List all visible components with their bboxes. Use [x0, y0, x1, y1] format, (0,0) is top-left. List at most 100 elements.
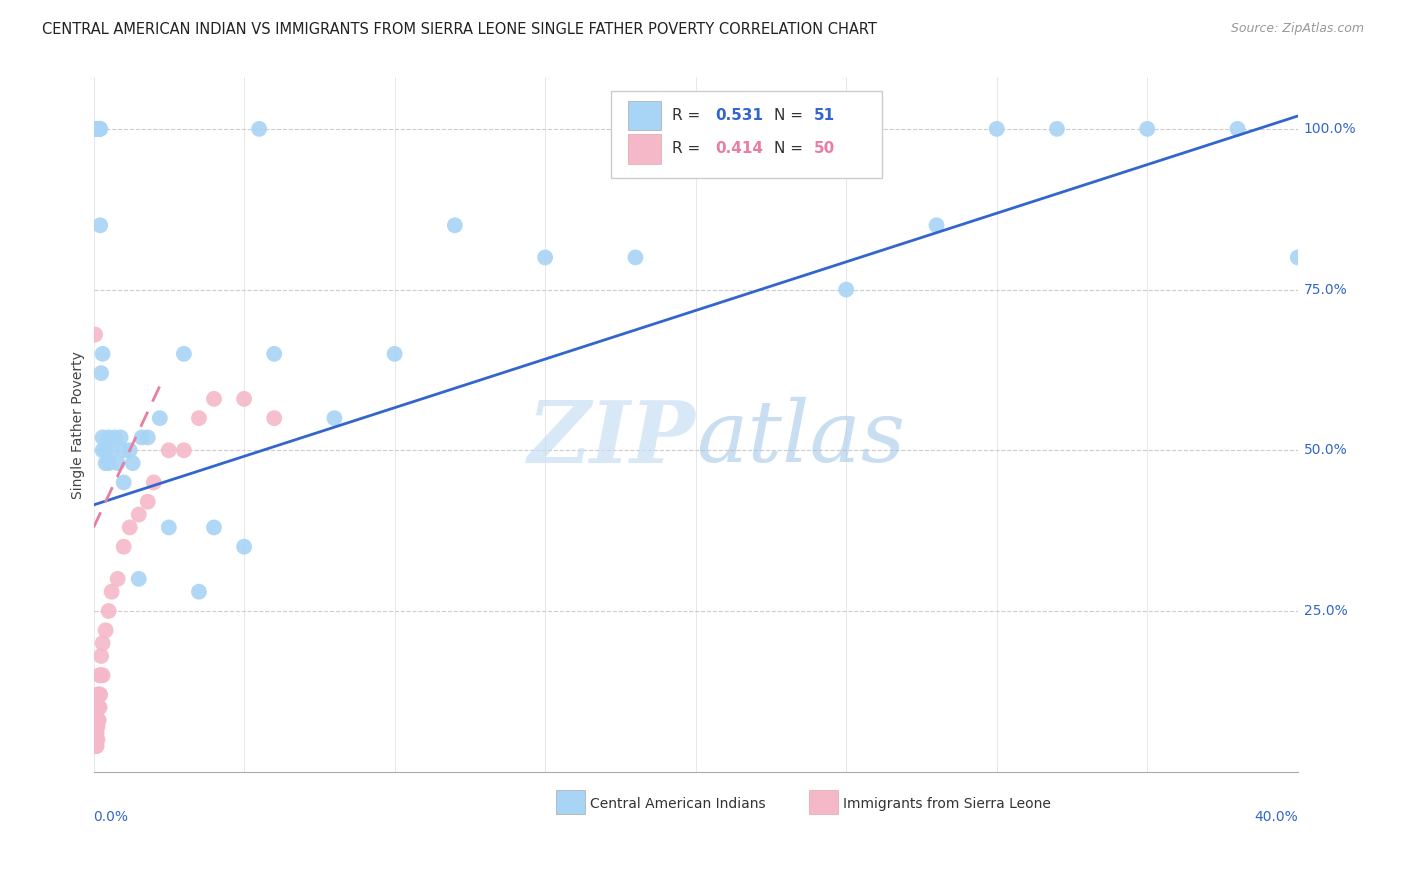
Point: [745, 121, 768, 136]
Point: [233, 540, 256, 554]
Y-axis label: Single Father Poverty: Single Father Poverty: [72, 351, 86, 499]
Point: [247, 121, 270, 136]
Point: [87, 121, 110, 136]
Point: [91, 430, 114, 444]
Point: [91, 668, 114, 682]
Point: [925, 219, 948, 233]
Point: [89, 219, 111, 233]
Text: 51: 51: [814, 108, 835, 123]
FancyBboxPatch shape: [612, 91, 883, 178]
FancyBboxPatch shape: [555, 790, 585, 814]
Point: [84, 327, 107, 342]
Point: [534, 251, 557, 265]
Point: [83, 732, 105, 747]
Point: [97, 604, 120, 618]
Point: [90, 648, 112, 663]
Point: [443, 219, 465, 233]
Point: [121, 456, 143, 470]
Point: [84, 732, 107, 747]
Point: [97, 456, 120, 470]
Point: [384, 347, 406, 361]
Point: [1046, 121, 1069, 136]
Point: [1226, 121, 1249, 136]
Point: [173, 443, 195, 458]
Point: [118, 520, 141, 534]
Text: R =: R =: [672, 142, 704, 156]
Point: [91, 443, 114, 458]
Point: [128, 508, 150, 522]
Text: 50.0%: 50.0%: [1303, 443, 1347, 458]
Point: [173, 347, 195, 361]
Point: [86, 720, 108, 734]
Point: [84, 713, 107, 727]
Point: [89, 668, 111, 682]
Point: [91, 347, 114, 361]
Point: [89, 121, 111, 136]
Point: [835, 283, 858, 297]
Point: [84, 732, 107, 747]
Point: [84, 726, 107, 740]
Point: [107, 456, 129, 470]
Point: [104, 430, 127, 444]
Point: [202, 520, 225, 534]
Point: [86, 121, 108, 136]
Point: [90, 366, 112, 380]
Point: [149, 411, 172, 425]
Point: [94, 456, 117, 470]
Text: 25.0%: 25.0%: [1303, 604, 1347, 618]
Text: Immigrants from Sierra Leone: Immigrants from Sierra Leone: [842, 797, 1050, 812]
Point: [986, 121, 1008, 136]
Text: atlas: atlas: [696, 397, 905, 480]
Point: [83, 726, 105, 740]
FancyBboxPatch shape: [628, 135, 661, 163]
Point: [97, 430, 120, 444]
FancyBboxPatch shape: [808, 790, 838, 814]
Point: [157, 520, 180, 534]
Point: [187, 411, 209, 425]
Point: [1136, 121, 1159, 136]
Point: [89, 668, 111, 682]
Point: [128, 572, 150, 586]
Text: R =: R =: [672, 108, 704, 123]
Point: [87, 700, 110, 714]
Point: [94, 443, 117, 458]
Point: [87, 121, 110, 136]
Point: [87, 121, 110, 136]
Point: [89, 700, 111, 714]
Point: [86, 713, 108, 727]
FancyBboxPatch shape: [628, 101, 661, 130]
Point: [107, 572, 129, 586]
Point: [87, 713, 110, 727]
Point: [263, 411, 285, 425]
Point: [136, 430, 159, 444]
Point: [131, 430, 153, 444]
Point: [112, 443, 135, 458]
Point: [100, 584, 122, 599]
Point: [263, 347, 285, 361]
Point: [624, 251, 647, 265]
Point: [86, 713, 108, 727]
Point: [87, 688, 110, 702]
Point: [83, 713, 105, 727]
Point: [84, 726, 107, 740]
Point: [187, 584, 209, 599]
Text: N =: N =: [773, 142, 808, 156]
Text: 40.0%: 40.0%: [1254, 810, 1298, 824]
Point: [87, 688, 110, 702]
Point: [94, 624, 117, 638]
Point: [87, 713, 110, 727]
Point: [86, 700, 108, 714]
Point: [87, 688, 110, 702]
Text: 0.414: 0.414: [714, 142, 763, 156]
Point: [84, 720, 107, 734]
Point: [87, 700, 110, 714]
Text: N =: N =: [773, 108, 808, 123]
Text: 100.0%: 100.0%: [1303, 122, 1357, 136]
Point: [100, 443, 122, 458]
Point: [84, 739, 107, 753]
Text: ZIP: ZIP: [527, 397, 696, 480]
Point: [1286, 251, 1309, 265]
Text: 75.0%: 75.0%: [1303, 283, 1347, 296]
Point: [89, 688, 111, 702]
Point: [323, 411, 346, 425]
